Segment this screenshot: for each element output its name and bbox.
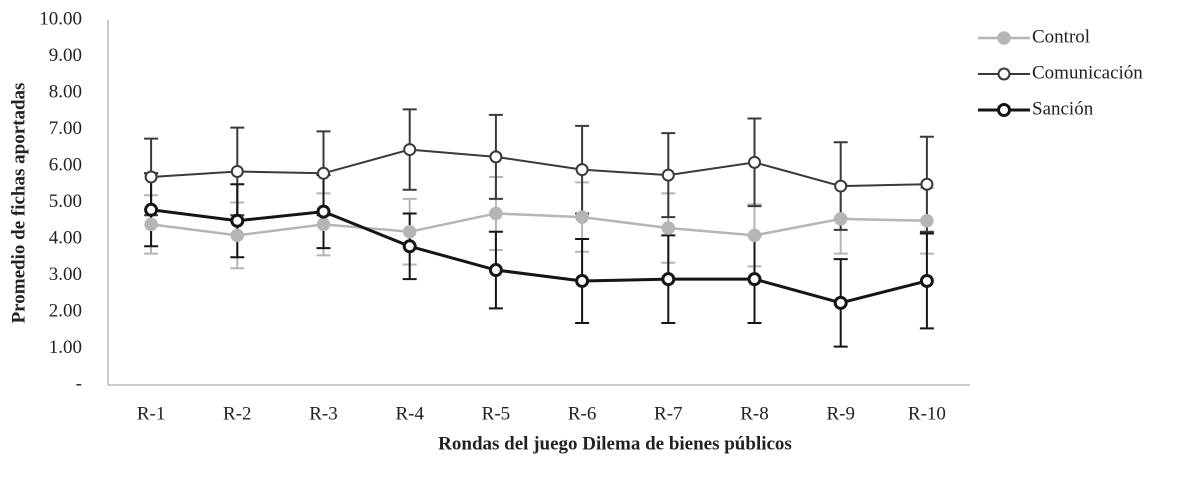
legend-label: Comunicación <box>1032 62 1143 83</box>
data-point <box>489 150 503 164</box>
legend-label: Control <box>1032 26 1090 47</box>
y-tick-label: 3.00 <box>49 264 82 285</box>
y-tick-label: 10.00 <box>39 8 82 29</box>
data-point <box>144 202 159 217</box>
data-point <box>919 273 934 288</box>
series-line <box>150 208 928 305</box>
series-line <box>151 148 927 188</box>
data-point <box>575 210 589 224</box>
y-tick-label: 9.00 <box>49 45 82 66</box>
data-point <box>230 213 245 228</box>
data-point <box>316 217 331 232</box>
x-tick-label: R-6 <box>568 403 597 424</box>
y-tick-label: 2.00 <box>49 300 82 321</box>
x-tick-label: R-5 <box>482 403 511 424</box>
y-tick-label: - <box>76 373 82 394</box>
data-point <box>402 239 417 254</box>
data-point <box>230 228 245 243</box>
y-tick-label: 4.00 <box>49 227 82 248</box>
data-point <box>575 163 589 177</box>
y-tick-label: 5.00 <box>49 191 82 212</box>
legend-marker <box>997 31 1011 45</box>
data-point <box>661 221 676 235</box>
data-point <box>661 168 675 182</box>
data-point <box>748 155 761 169</box>
data-point <box>144 170 158 184</box>
data-point <box>402 224 417 239</box>
data-point <box>747 228 762 243</box>
data-point <box>488 263 503 278</box>
data-point <box>575 273 590 288</box>
y-axis-title: Promedio de fichas aportadas <box>8 83 29 324</box>
data-point <box>747 272 762 287</box>
data-point <box>489 206 503 221</box>
data-point <box>833 295 848 310</box>
x-tick-label: R-10 <box>908 403 946 424</box>
x-tick-label: R-2 <box>223 403 252 424</box>
data-point <box>230 164 244 178</box>
x-tick-label: R-3 <box>309 403 338 424</box>
y-tick-label: 1.00 <box>49 337 82 358</box>
data-point <box>834 179 848 193</box>
data-point <box>144 217 158 232</box>
x-tick-label: R-9 <box>826 403 855 424</box>
data-point <box>403 143 417 157</box>
legend-label: Sanción <box>1032 98 1094 119</box>
x-tick-label: R-4 <box>395 403 424 424</box>
data-point <box>317 166 330 180</box>
x-axis-title: Rondas del juego Dilema de bienes públic… <box>438 433 792 454</box>
y-tick-label: 7.00 <box>49 118 82 139</box>
data-point <box>661 272 676 287</box>
y-tick-label: 6.00 <box>49 154 82 175</box>
y-tick-label: 8.00 <box>49 81 82 102</box>
legend-marker <box>997 67 1011 81</box>
x-tick-label: R-1 <box>137 403 166 424</box>
data-point <box>920 214 934 228</box>
legend-marker <box>997 103 1011 117</box>
x-tick-label: R-7 <box>654 403 683 424</box>
x-tick-label: R-8 <box>740 403 769 424</box>
data-point <box>833 212 848 226</box>
series-line <box>150 212 927 237</box>
data-point <box>316 204 331 219</box>
data-point <box>920 177 934 191</box>
